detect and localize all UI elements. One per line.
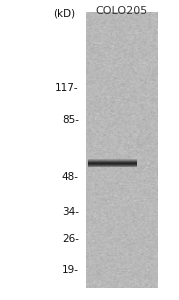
Text: (kD): (kD): [53, 9, 75, 19]
Text: 85-: 85-: [62, 115, 79, 125]
Text: 117-: 117-: [55, 83, 79, 93]
Text: 48-: 48-: [62, 172, 79, 182]
Text: COLO205: COLO205: [96, 6, 148, 16]
Text: 34-: 34-: [62, 207, 79, 217]
Text: 26-: 26-: [62, 234, 79, 244]
Text: 19-: 19-: [62, 265, 79, 275]
